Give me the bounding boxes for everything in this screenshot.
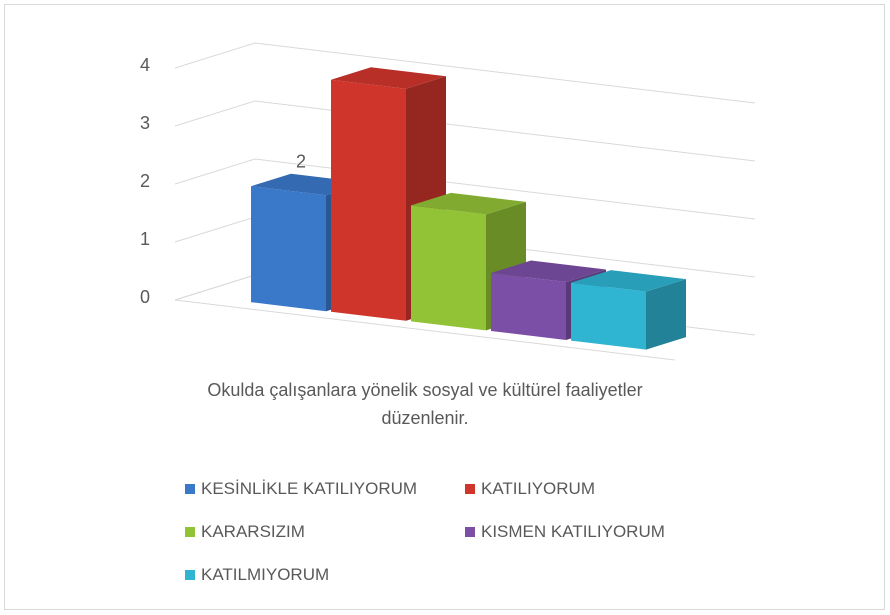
bar-top	[411, 192, 526, 215]
bar-front	[571, 282, 646, 350]
legend-item: KESİNLİKLE KATILIYORUM	[185, 478, 465, 500]
legend-label: KATILMIYORUM	[201, 565, 330, 584]
bar-top	[571, 270, 686, 292]
y-tick-label: 3	[140, 113, 150, 133]
bar-front	[411, 205, 486, 331]
bar-front	[251, 186, 326, 312]
legend-item: KATILIYORUM	[465, 478, 745, 500]
category-label: Okulda çalışanlara yönelik sosyal ve kül…	[207, 380, 643, 428]
legend-label: KISMEN KATILIYORUM	[481, 522, 665, 541]
data-label: 2	[296, 152, 306, 172]
bar-top	[331, 67, 446, 89]
legend-swatch	[465, 527, 475, 537]
legend-swatch	[185, 527, 195, 537]
y-tick-label: 1	[140, 229, 150, 249]
legend-swatch	[185, 570, 195, 580]
bar-front	[491, 273, 566, 340]
legend-swatch	[465, 484, 475, 494]
bar	[571, 270, 686, 350]
bar-side	[646, 279, 686, 350]
legend-label: KARARSIZIM	[201, 522, 305, 541]
bar-front	[331, 79, 406, 321]
grid-line	[174, 42, 756, 104]
y-tick-label: 0	[140, 287, 150, 307]
legend-label: KATILIYORUM	[481, 479, 595, 498]
grid-line	[174, 100, 756, 162]
legend: KESİNLİKLE KATILIYORUM KATILIYORUM KARARSI…	[185, 478, 745, 586]
bar-top	[491, 260, 606, 282]
y-tick-label: 4	[140, 55, 150, 75]
legend-item: KARARSIZIM	[185, 521, 465, 543]
legend-item: KISMEN KATILIYORUM	[465, 521, 745, 543]
y-tick-label: 2	[140, 171, 150, 191]
legend-item: KATILMIYORUM	[185, 564, 465, 586]
legend-swatch	[185, 484, 195, 494]
grid-line	[174, 158, 756, 220]
legend-label: KESİNLİKLE KATILIYORUM	[201, 479, 418, 498]
